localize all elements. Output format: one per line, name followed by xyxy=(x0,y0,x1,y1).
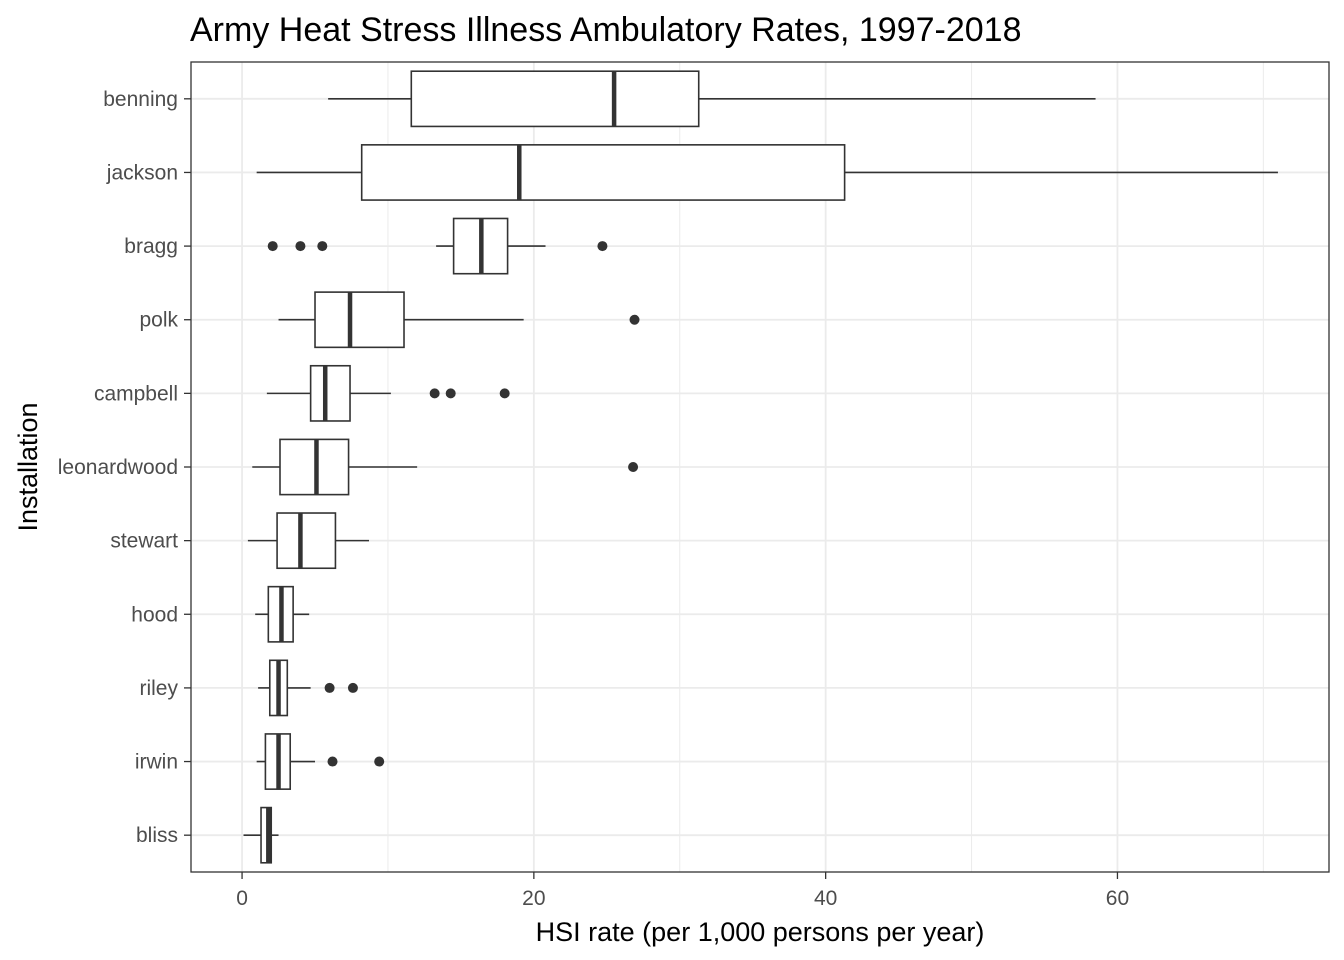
y-tick-label: bragg xyxy=(124,235,178,258)
y-tick-label: stewart xyxy=(110,530,178,553)
box-riley xyxy=(258,659,358,717)
box-iqr xyxy=(410,70,700,128)
outlier-point xyxy=(295,241,306,252)
box-iqr xyxy=(360,144,846,201)
y-tick-label: irwin xyxy=(135,751,178,774)
y-tick-label: campbell xyxy=(94,382,178,405)
y-tick-label: hood xyxy=(131,603,178,626)
y-tick-label: polk xyxy=(139,309,178,332)
outlier-point xyxy=(629,314,640,325)
x-tick-label: 0 xyxy=(236,887,248,910)
x-tick-label: 40 xyxy=(814,887,837,910)
y-tick-label: jackson xyxy=(106,161,178,184)
outlier-point xyxy=(429,388,440,399)
x-axis-title: HSI rate (per 1,000 persons per year) xyxy=(536,917,985,947)
box-irwin xyxy=(256,733,385,790)
box-bragg xyxy=(267,217,608,275)
outlier-point xyxy=(597,241,608,252)
box-iqr xyxy=(276,512,337,570)
x-tick-label: 60 xyxy=(1106,887,1129,910)
y-tick-label: leonardwood xyxy=(58,456,178,479)
x-tick-label: 20 xyxy=(522,887,545,910)
box-iqr xyxy=(314,291,405,349)
outlier-point xyxy=(374,756,385,767)
y-axis-title: Installation xyxy=(13,402,43,531)
box-leonardwood xyxy=(252,438,639,496)
outlier-point xyxy=(267,241,278,252)
outlier-point xyxy=(499,388,510,399)
box-benning xyxy=(328,70,1096,128)
x-axis: 0 20 40 60 xyxy=(236,872,1129,910)
y-tick-label: bliss xyxy=(136,824,178,847)
outlier-point xyxy=(628,462,639,472)
outlier-point xyxy=(317,241,328,252)
box-series xyxy=(243,70,1278,864)
box-stewart xyxy=(247,512,369,570)
box-jackson xyxy=(256,144,1278,201)
y-axis: benning jackson bragg polk campbell leonardwo… xyxy=(58,88,191,847)
outlier-point xyxy=(445,388,456,399)
box-iqr xyxy=(309,364,351,422)
y-tick-label: riley xyxy=(139,677,178,700)
outlier-point xyxy=(327,756,338,767)
box-polk xyxy=(278,291,640,349)
outlier-point xyxy=(324,682,335,693)
box-campbell xyxy=(266,364,510,422)
y-tick-label: benning xyxy=(103,88,178,111)
chart-title: Army Heat Stress Illness Ambulatory Rate… xyxy=(190,11,1022,49)
box-bliss xyxy=(243,806,279,864)
outlier-point xyxy=(347,682,358,693)
box-hood xyxy=(255,585,310,643)
